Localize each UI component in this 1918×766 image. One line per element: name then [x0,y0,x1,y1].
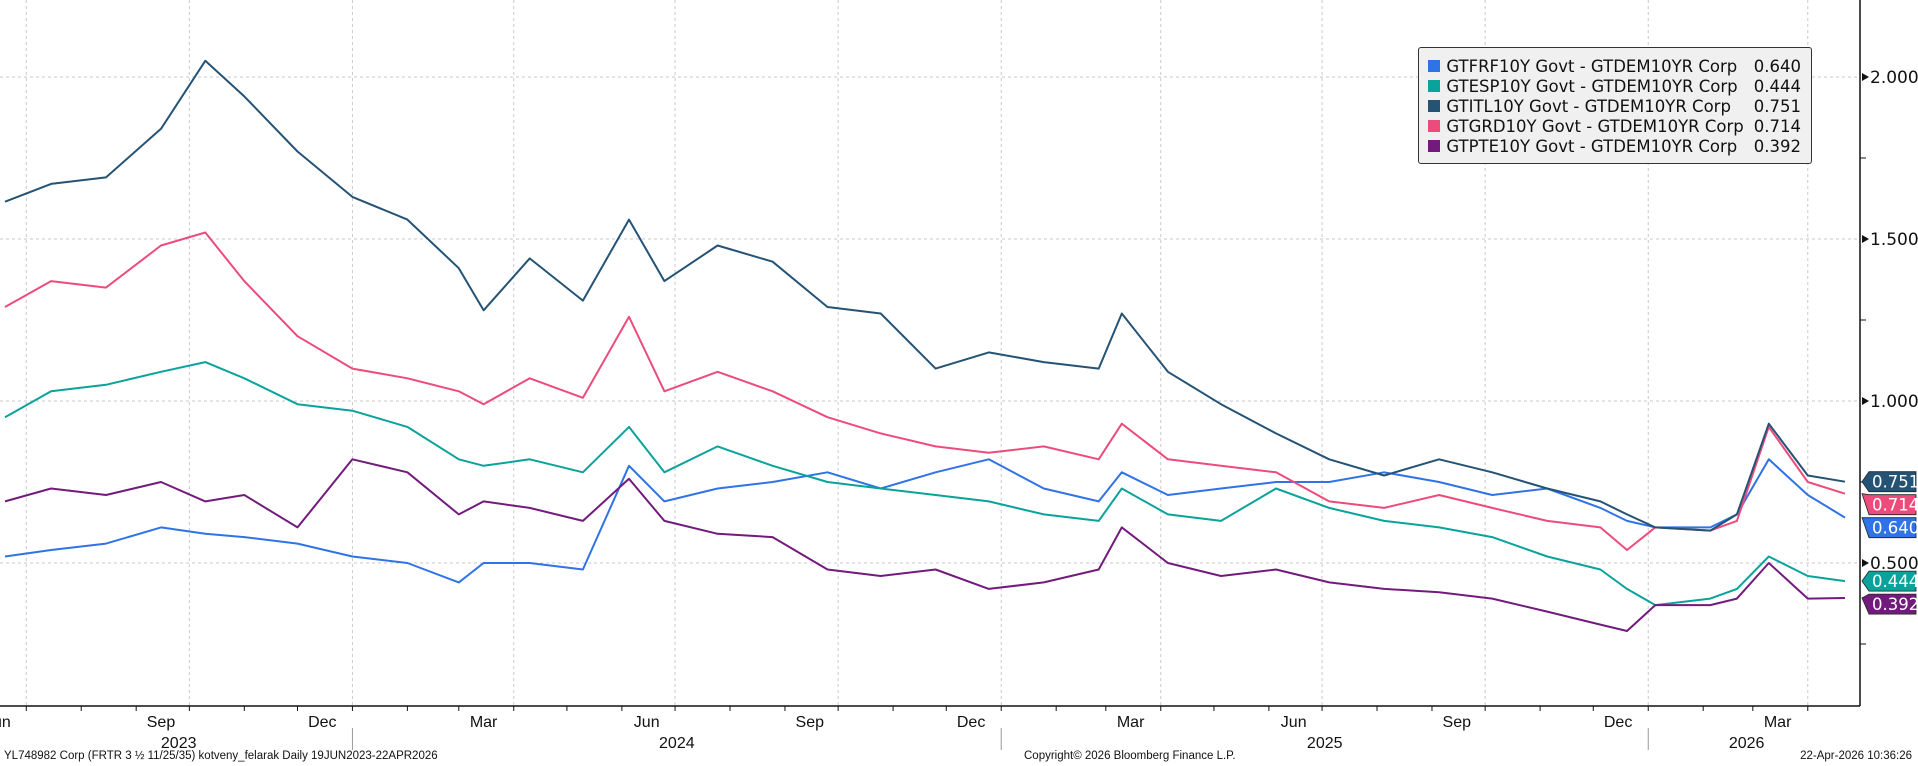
last-value-tags: 0.751 0.714 0.640 0.444 0.392 [1861,471,1918,615]
last-value-label: 0.714 [1872,496,1918,515]
last-value-label: 0.751 [1872,473,1918,492]
x-tick-label: Dec [1604,714,1632,731]
last-value-label: 0.392 [1872,595,1918,614]
x-tick-label: Sep [796,714,825,731]
last-value-label: 0.640 [1872,519,1918,538]
legend-label: GTESP10Y Govt - GTDEM10YR Corp [1446,76,1738,96]
series-line-pte [4,458,1846,632]
x-year-label: 2026 [1729,735,1765,752]
legend-swatch [1428,60,1441,72]
y-tick-label: 1.500 [1870,230,1918,250]
y-tick-label: 1.000 [1870,392,1918,412]
y-tick-arrow [1862,73,1869,81]
y-tick-label: 2.000 [1870,68,1918,88]
legend-value: 0.392 [1753,136,1801,156]
legend-swatch [1428,80,1441,92]
x-tick-label: Dec [957,714,985,731]
legend-label: GTFRF10Y Govt - GTDEM10YR Corp [1446,56,1738,76]
footer-timestamp: 22-Apr-2026 10:36:26 [1800,750,1912,762]
y-tick-arrow [1862,559,1869,567]
legend-value: 0.714 [1753,116,1801,136]
legend-item-grd: GTGRD10Y Govt - GTDEM10YR Corp 0.714 [1428,116,1801,136]
y-tick-arrow [1862,397,1869,405]
series-lines [4,59,1846,632]
x-tick-label: Dec [308,714,336,731]
last-value-tag [1861,517,1917,539]
last-value-label: 0.444 [1872,572,1918,591]
last-value-tag [1861,471,1917,493]
series-line-esp [4,361,1846,607]
x-tick-label: Jun [634,714,660,731]
series-line-frf [4,458,1846,584]
legend-item-frf: GTFRF10Y Govt - GTDEM10YR Corp 0.640 [1428,56,1801,76]
legend-label: GTPTE10Y Govt - GTDEM10YR Corp [1446,136,1738,156]
x-tick-label: Mar [470,714,498,731]
x-tick-label: Mar [1764,714,1792,731]
last-value-tag [1861,593,1917,615]
footer-security-info: YL748982 Corp (FRTR 3 ½ 11/25/35) kotven… [4,750,438,762]
y-tick-arrow [1862,235,1869,243]
legend-value: 0.640 [1753,56,1801,76]
x-tick-label: Sep [1443,714,1472,731]
legend-item-itl: GTITL10Y Govt - GTDEM10YR Corp 0.751 [1428,96,1801,116]
series-line-itl [4,59,1846,532]
x-tick-label: Sep [147,714,176,731]
legend-label: GTITL10Y Govt - GTDEM10YR Corp [1446,96,1731,116]
legend-value: 0.444 [1753,76,1801,96]
legend-swatch [1428,140,1441,152]
last-value-tag [1861,570,1917,592]
series-line-grd [4,231,1846,551]
legend-value: 0.751 [1753,96,1801,116]
x-tick-label: Jun [0,714,11,731]
legend-swatch [1428,120,1441,132]
x-tick-label: Jun [1281,714,1307,731]
x-year-label: 2023 [161,735,197,752]
legend-label: GTGRD10Y Govt - GTDEM10YR Corp [1446,116,1744,136]
legend-swatch [1428,100,1441,112]
x-year-label: 2025 [1307,735,1343,752]
legend-item-pte: GTPTE10Y Govt - GTDEM10YR Corp 0.392 [1428,136,1801,156]
x-year-label: 2024 [659,735,695,752]
y-tick-label: 0.500 [1870,554,1918,574]
gridlines [0,0,1860,706]
last-value-tag [1861,493,1917,516]
legend: GTFRF10Y Govt - GTDEM10YR Corp 0.640 GTES… [1418,47,1812,164]
x-tick-label: Mar [1117,714,1145,731]
legend-item-esp: GTESP10Y Govt - GTDEM10YR Corp 0.444 [1428,76,1801,96]
footer-copyright: Copyright© 2026 Bloomberg Finance L.P. [1024,750,1236,762]
